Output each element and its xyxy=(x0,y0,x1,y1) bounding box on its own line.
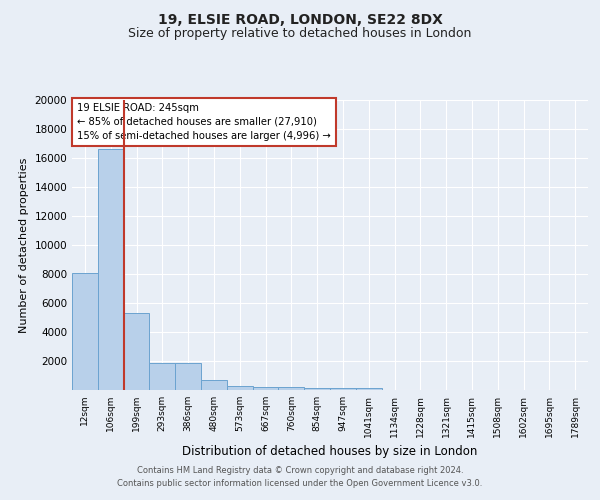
Y-axis label: Number of detached properties: Number of detached properties xyxy=(19,158,29,332)
Bar xyxy=(175,363,201,390)
Bar xyxy=(253,387,278,390)
X-axis label: Distribution of detached houses by size in London: Distribution of detached houses by size … xyxy=(182,446,478,458)
Bar xyxy=(124,313,149,390)
Bar xyxy=(304,388,330,390)
Bar xyxy=(201,380,227,390)
Text: 19, ELSIE ROAD, LONDON, SE22 8DX: 19, ELSIE ROAD, LONDON, SE22 8DX xyxy=(158,12,442,26)
Bar xyxy=(356,388,382,390)
Bar xyxy=(227,386,253,390)
Bar xyxy=(149,363,175,390)
Bar xyxy=(330,388,356,390)
Text: 19 ELSIE ROAD: 245sqm
← 85% of detached houses are smaller (27,910)
15% of semi-: 19 ELSIE ROAD: 245sqm ← 85% of detached … xyxy=(77,103,331,141)
Text: Contains HM Land Registry data © Crown copyright and database right 2024.
Contai: Contains HM Land Registry data © Crown c… xyxy=(118,466,482,487)
Bar xyxy=(72,272,98,390)
Bar xyxy=(278,387,304,390)
Bar xyxy=(98,150,124,390)
Text: Size of property relative to detached houses in London: Size of property relative to detached ho… xyxy=(128,28,472,40)
